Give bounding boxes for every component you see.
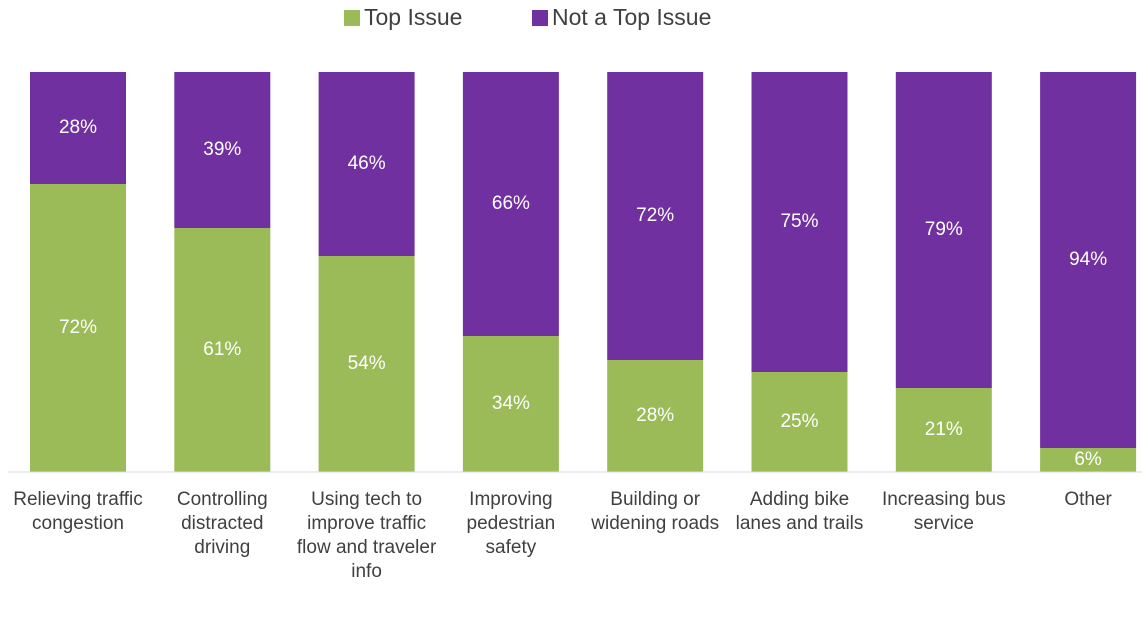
value-label: 46% <box>348 153 386 174</box>
bar-segment <box>1040 72 1137 448</box>
value-label: 34% <box>492 393 530 414</box>
x-tick-label: Relieving traffic congestion <box>13 489 143 534</box>
bar-segment <box>751 72 848 372</box>
legend-label: Top Issue <box>364 4 462 30</box>
x-tick-label: Improving pedestrian safety <box>466 489 556 558</box>
value-label: 72% <box>636 205 674 226</box>
bar-segment <box>462 336 559 472</box>
bar-segment <box>751 372 848 472</box>
bar-segment <box>318 72 415 256</box>
value-label: 39% <box>203 139 241 160</box>
x-tick-label: Using tech to improve traffic flow and t… <box>296 489 437 582</box>
value-label: 94% <box>1069 249 1107 270</box>
value-label: 28% <box>59 117 97 138</box>
bar-segment <box>30 72 126 184</box>
bar-segment <box>30 184 126 472</box>
value-label: 72% <box>59 317 97 338</box>
x-tick-label: Adding bike lanes and trails <box>735 489 864 534</box>
value-label: 54% <box>348 353 386 374</box>
legend-label: Not a Top Issue <box>552 4 711 30</box>
x-tick-label: Building or widening roads <box>591 489 720 534</box>
bar-segment <box>895 72 992 388</box>
value-label: 25% <box>780 411 818 432</box>
x-tick-label: Controlling distracted driving <box>176 489 268 558</box>
bar-segment <box>895 388 992 472</box>
legend-swatch <box>532 10 548 26</box>
value-label: 66% <box>492 193 530 214</box>
bar-segment <box>462 72 559 336</box>
bar-segment <box>174 228 271 472</box>
bar-segment <box>318 256 415 472</box>
value-label: 75% <box>780 211 818 232</box>
x-tick-label: Increasing bus service <box>882 489 1006 534</box>
value-label: 21% <box>925 419 963 440</box>
value-label: 6% <box>1074 449 1102 470</box>
value-label: 28% <box>636 405 674 426</box>
bar-segment <box>607 360 704 472</box>
bar-segment <box>1040 448 1137 472</box>
legend-swatch <box>344 10 360 26</box>
x-tick-label: Other <box>1064 489 1112 510</box>
value-label: 79% <box>925 219 963 240</box>
value-label: 61% <box>203 339 241 360</box>
bar-segment <box>607 72 704 360</box>
bar-segment <box>174 72 271 228</box>
